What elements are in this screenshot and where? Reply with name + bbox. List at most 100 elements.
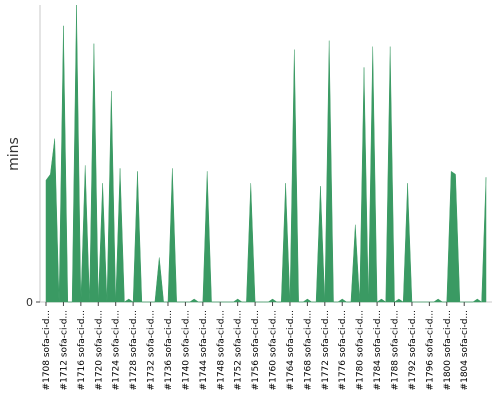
x-tick-label: #1732 sofa-ci-d...	[147, 310, 157, 390]
area-series	[45, 4, 487, 303]
data-point	[315, 301, 317, 303]
data-point	[328, 40, 330, 42]
data-point	[84, 164, 86, 166]
x-tick-label: #1776 sofa-ci-d...	[338, 310, 348, 390]
x-tick-label: #1792 sofa-ci-d...	[408, 310, 418, 390]
x-tick-label: #1788 sofa-ci-d...	[391, 310, 401, 390]
data-point	[302, 301, 304, 303]
data-point	[58, 301, 60, 303]
data-point	[193, 298, 195, 300]
x-tick-label: #1780 sofa-ci-d...	[356, 310, 366, 390]
data-point	[197, 301, 199, 303]
data-point	[250, 182, 252, 184]
data-point	[158, 256, 160, 258]
data-point	[163, 301, 165, 303]
data-point	[319, 185, 321, 187]
data-point	[176, 301, 178, 303]
data-point	[350, 301, 352, 303]
data-point	[306, 298, 308, 300]
data-point	[237, 298, 239, 300]
x-tick-label: #1748 sofa-ci-d...	[216, 310, 226, 390]
data-point	[45, 179, 47, 181]
data-point	[54, 138, 56, 140]
data-point	[407, 182, 409, 184]
data-point	[224, 301, 226, 303]
y-ticks: 0	[26, 296, 40, 309]
data-point	[106, 301, 108, 303]
y-axis-title: mins	[6, 137, 22, 171]
data-point	[215, 301, 217, 303]
data-point	[189, 301, 191, 303]
x-tick-label: #1800 sofa-ci-d...	[443, 310, 453, 390]
x-tick-label: #1756 sofa-ci-d...	[251, 310, 261, 390]
data-point	[206, 170, 208, 172]
data-point	[455, 173, 457, 175]
data-point	[346, 301, 348, 303]
data-point	[171, 167, 173, 169]
data-point	[154, 301, 156, 303]
x-tick-label: #1740 sofa-ci-d...	[181, 310, 191, 390]
data-point	[102, 182, 104, 184]
data-point	[123, 301, 125, 303]
data-point	[459, 301, 461, 303]
x-tick-label: #1712 sofa-ci-d...	[59, 310, 69, 390]
x-tick-label: #1772 sofa-ci-d...	[321, 310, 331, 390]
data-point	[402, 301, 404, 303]
data-point	[293, 49, 295, 51]
y-tick-label: 0	[26, 296, 33, 309]
data-point	[280, 301, 282, 303]
data-point	[245, 301, 247, 303]
data-point	[415, 301, 417, 303]
data-point	[311, 301, 313, 303]
data-point	[232, 301, 234, 303]
x-tick-label: #1716 sofa-ci-d...	[77, 310, 87, 390]
x-tick-label: #1724 sofa-ci-d...	[112, 310, 122, 390]
data-point	[398, 298, 400, 300]
x-tick-label: #1736 sofa-ci-d...	[164, 310, 174, 390]
data-point	[285, 182, 287, 184]
data-point	[476, 298, 478, 300]
data-point	[367, 301, 369, 303]
data-point	[241, 301, 243, 303]
data-point	[180, 301, 182, 303]
data-point	[110, 90, 112, 92]
data-point	[258, 301, 260, 303]
x-tick-label: #1720 sofa-ci-d...	[94, 310, 104, 390]
data-point	[298, 301, 300, 303]
data-point	[89, 301, 91, 303]
data-point	[341, 298, 343, 300]
x-tick-label: #1768 sofa-ci-d...	[303, 310, 313, 390]
data-point	[228, 301, 230, 303]
data-point	[481, 301, 483, 303]
x-ticks: #1708 sofa-ci-d... #1712 sofa-ci-d... #171…	[42, 302, 470, 390]
data-point	[272, 298, 274, 300]
data-point	[267, 301, 269, 303]
data-point	[354, 224, 356, 226]
data-point	[433, 301, 435, 303]
data-point	[450, 170, 452, 172]
x-tick-label: #1796 sofa-ci-d...	[425, 310, 435, 390]
data-point	[76, 4, 78, 6]
data-point	[441, 301, 443, 303]
data-point	[333, 301, 335, 303]
x-tick-label: #1804 sofa-ci-d...	[460, 310, 470, 390]
data-point	[145, 301, 147, 303]
data-point	[380, 298, 382, 300]
data-point	[49, 173, 51, 175]
data-point	[211, 301, 213, 303]
data-point	[263, 301, 265, 303]
x-tick-label: #1760 sofa-ci-d...	[269, 310, 279, 390]
data-point	[424, 301, 426, 303]
data-point	[62, 25, 64, 27]
data-point	[363, 66, 365, 68]
x-tick-label: #1764 sofa-ci-d...	[286, 310, 296, 390]
data-point	[385, 301, 387, 303]
data-point	[468, 301, 470, 303]
x-tick-label: #1728 sofa-ci-d...	[129, 310, 139, 390]
area-fill	[45, 4, 487, 303]
x-tick-label: #1708 sofa-ci-d...	[42, 310, 52, 390]
data-point	[276, 301, 278, 303]
data-point	[437, 298, 439, 300]
